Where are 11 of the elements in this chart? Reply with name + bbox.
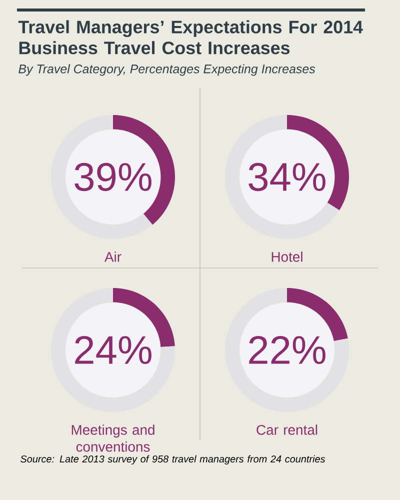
text: By Travel Category, Percentages Expecting Increases: [18, 64, 316, 76]
text: Car rental: [256, 424, 318, 435]
data-label: 24%: [75, 336, 152, 364]
text: Meetings and conventions: [72, 424, 154, 452]
text: Travel Managers’ Expectations For 2014 Business Travel Cost Increases: [18, 20, 363, 54]
data-label: 34%: [248, 162, 326, 192]
text: Hotel: [272, 252, 302, 262]
source-note: Source: Late 2013 survey of 958 travel managers from 24 countries: [20, 455, 326, 464]
data-label: 39%: [74, 162, 152, 192]
data-label: 22%: [249, 336, 326, 364]
text: Air: [104, 252, 122, 262]
